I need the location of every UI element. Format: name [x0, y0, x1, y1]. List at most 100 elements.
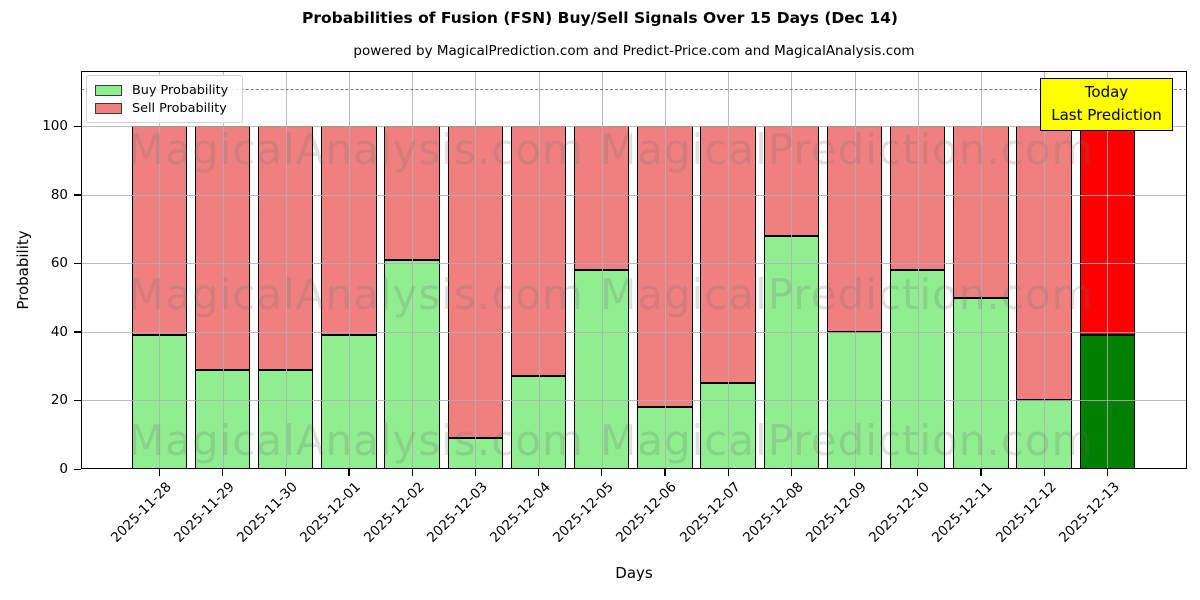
y-tick-label: 60	[50, 255, 68, 272]
gridline-h	[81, 331, 1187, 333]
gridline-v	[664, 71, 666, 469]
x-tick	[980, 469, 982, 476]
bar-buy-segment	[700, 383, 756, 469]
gridline-v	[601, 71, 603, 469]
y-tick-label: 0	[59, 461, 68, 477]
x-tick-label: 2025-11-29	[171, 479, 238, 546]
x-tick	[1043, 469, 1045, 476]
sell-color-swatch	[95, 102, 122, 114]
x-tick	[538, 469, 540, 476]
gridline-v	[1107, 71, 1109, 469]
legend: Buy Probability Sell Probability	[86, 75, 243, 123]
x-tick-label: 2025-11-30	[234, 479, 302, 546]
x-tick-label: 2025-12-13	[1055, 479, 1123, 546]
x-tick-label: 2025-12-04	[487, 479, 554, 546]
x-tick	[664, 469, 666, 476]
bar-buy-segment	[1016, 400, 1072, 469]
bar-sell-segment	[1079, 126, 1135, 336]
x-tick-label: 2025-12-03	[423, 479, 491, 546]
y-tick-label: 20	[50, 392, 68, 409]
gridline-v	[475, 71, 477, 469]
x-tick	[285, 469, 287, 476]
x-tick-label: 2025-12-12	[992, 479, 1060, 546]
watermark-text: MagicalPrediction.com	[600, 270, 1094, 319]
y-tick	[74, 468, 81, 470]
plot-area: Buy Probability Sell Probability Today L…	[81, 71, 1187, 469]
bar-buy-segment	[953, 297, 1009, 469]
gridline-v	[728, 71, 730, 469]
x-tick-label: 2025-12-11	[929, 479, 997, 546]
x-tick-label: 2025-12-10	[866, 479, 934, 546]
y-tick	[74, 262, 81, 265]
x-tick	[1106, 469, 1109, 476]
gridline-v	[285, 71, 287, 469]
x-tick	[348, 469, 350, 476]
gridline-v	[159, 71, 161, 469]
gridline-h	[81, 263, 1187, 265]
bar-sell-segment	[447, 126, 503, 439]
bar-buy-segment	[321, 335, 377, 469]
today-annotation-line2: Last Prediction	[1051, 106, 1162, 125]
y-tick-label: 80	[50, 186, 68, 203]
gridline-v	[917, 71, 919, 469]
x-tick	[790, 469, 793, 476]
x-tick	[727, 469, 729, 476]
legend-buy-label: Buy Probability	[132, 82, 229, 98]
gridline-v	[222, 71, 224, 469]
y-tick-label: 100	[42, 118, 68, 135]
bar-sell-segment	[131, 126, 187, 336]
x-tick-label: 2025-12-06	[613, 479, 681, 546]
gridline-v	[348, 71, 350, 469]
gridline-v	[791, 71, 793, 469]
watermark-text: MagicalAnalysis.com	[128, 125, 584, 174]
bar-buy-segment	[637, 407, 693, 469]
watermark-text: MagicalAnalysis.com	[128, 416, 584, 465]
legend-item-sell: Sell Probability	[95, 100, 234, 116]
today-annotation: Today Last Prediction	[1040, 78, 1173, 131]
bar-buy-segment	[1079, 335, 1135, 469]
x-tick-label: 2025-12-09	[803, 479, 870, 546]
bar-sell-segment	[826, 126, 883, 332]
gridline-h	[81, 194, 1187, 196]
watermark-text: MagicalPrediction.com	[600, 125, 1094, 174]
legend-sell-label: Sell Probability	[132, 100, 227, 116]
legend-item-buy: Buy Probability	[95, 82, 234, 98]
gridline-v	[538, 71, 540, 469]
x-tick	[854, 469, 856, 476]
bar-sell-segment	[321, 126, 377, 336]
chart-subtitle: powered by MagicalPrediction.com and Pre…	[353, 43, 915, 59]
gridline-v	[412, 71, 414, 469]
bar-sell-segment	[953, 126, 1009, 298]
x-tick	[474, 469, 477, 476]
x-tick	[222, 469, 224, 476]
bar-buy-segment	[194, 369, 251, 469]
y-tick	[74, 125, 81, 128]
bar-buy-segment	[510, 376, 567, 469]
x-tick-label: 2025-11-28	[107, 479, 175, 546]
y-tick	[74, 399, 81, 402]
gridline-h	[81, 126, 1187, 128]
x-tick	[158, 469, 161, 476]
bar-sell-segment	[763, 126, 819, 237]
x-tick-label: 2025-12-07	[676, 479, 744, 546]
chart-title: Probabilities of Fusion (FSN) Buy/Sell S…	[301, 9, 899, 27]
watermark-text: MagicalPrediction.com	[600, 416, 1094, 465]
gridline-v	[1044, 71, 1046, 469]
y-tick-label: 40	[50, 323, 68, 340]
x-tick	[917, 469, 919, 476]
bar-buy-segment	[131, 335, 187, 469]
bar-buy-segment	[384, 260, 440, 469]
bar-sell-segment	[1016, 126, 1072, 401]
gridline-v	[854, 71, 856, 469]
y-tick	[74, 331, 81, 333]
x-tick	[411, 469, 413, 476]
bar-sell-segment	[384, 126, 440, 260]
x-tick-label: 2025-12-01	[297, 479, 365, 546]
x-tick	[601, 469, 603, 476]
bar-sell-segment	[700, 126, 756, 384]
y-tick	[74, 194, 81, 196]
buy-color-swatch	[95, 84, 122, 96]
dashed-guideline	[81, 89, 1187, 91]
gridline-v	[980, 71, 982, 469]
